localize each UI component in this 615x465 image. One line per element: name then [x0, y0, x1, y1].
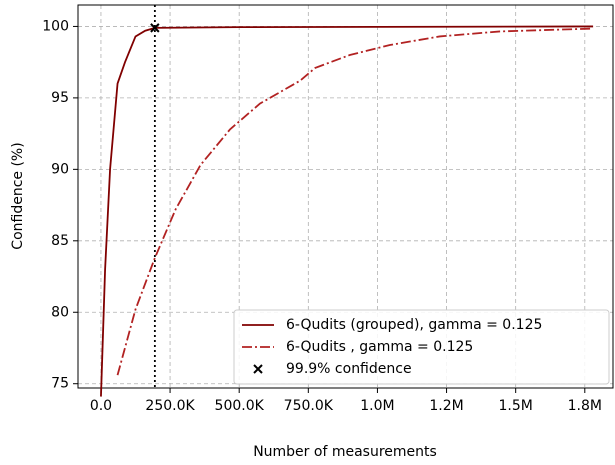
legend-box — [233, 309, 610, 385]
y-tick-label: 75 — [51, 376, 69, 392]
data-line — [100, 25, 594, 397]
y-axis-label: Confidence (%) — [10, 142, 26, 249]
legend-label: 6-Qudits , gamma = 0.125 — [286, 339, 473, 355]
y-tick-label: 80 — [51, 304, 69, 320]
x-tick-label: 1.2M — [429, 398, 463, 414]
legend-label: 6-Qudits (grouped), gamma = 0.125 — [286, 317, 542, 333]
x-tick-label: 500.0K — [215, 398, 265, 414]
x-tick-label: 1.5M — [499, 398, 533, 414]
marker — [150, 23, 160, 33]
legend-marker — [253, 364, 263, 374]
x-tick-label: 0.0 — [90, 398, 112, 414]
x-tick-label: 1.0M — [360, 398, 394, 414]
x-tick-label: 1.8M — [568, 398, 602, 414]
y-tick-label: 85 — [51, 233, 69, 249]
y-tick-label: 95 — [51, 90, 69, 106]
legend-label: 99.9% confidence — [286, 361, 412, 377]
x-axis-label: Number of measurements — [253, 444, 437, 460]
y-tick-label: 90 — [51, 161, 69, 177]
x-tick-label: 750.0K — [284, 398, 334, 414]
x-tick-label: 250.0K — [145, 398, 195, 414]
data-line — [116, 27, 594, 376]
plot-frame — [77, 4, 614, 389]
y-tick-label: 100 — [42, 18, 69, 34]
